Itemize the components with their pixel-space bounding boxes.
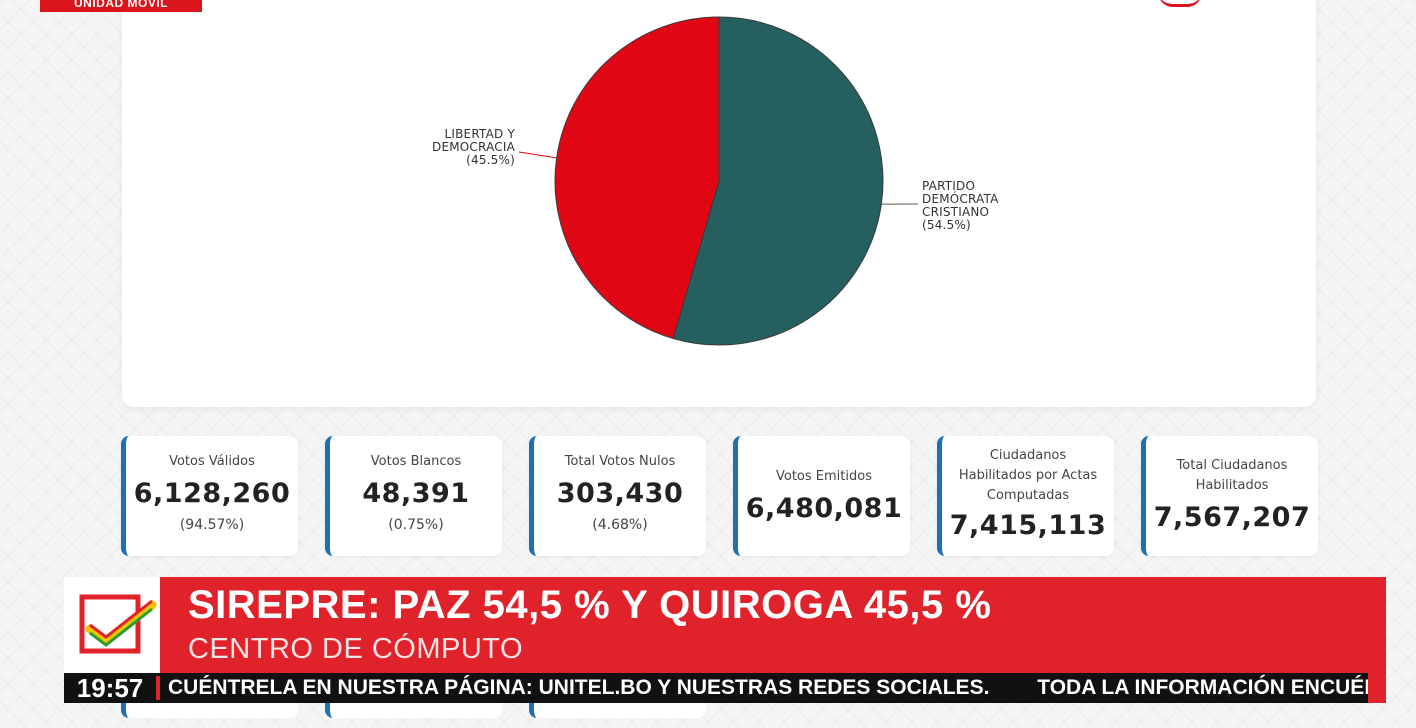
stat-label: Total Votos Nulos — [564, 454, 676, 469]
ticker-clock: 19:57 — [64, 673, 156, 703]
stat-label: Votos Válidos — [169, 454, 255, 469]
checkbox-frame — [79, 594, 141, 654]
pie-leader-line — [518, 151, 557, 159]
headline: SIREPRE: PAZ 54,5 % Y QUIROGA 45,5 % — [188, 583, 992, 627]
channel-logo-fragment — [1158, 0, 1202, 7]
stat-value: 6,480,081 — [745, 493, 903, 524]
stat-percent: (4.68%) — [592, 517, 648, 533]
lower-third-band: SIREPRE: PAZ 54,5 % Y QUIROGA 45,5 % CEN… — [160, 577, 1386, 673]
stat-card-votos-validos: Votos Válidos 6,128,260 (94.57%) — [121, 436, 298, 556]
stat-label-line: Habilitados — [1195, 478, 1269, 493]
stat-card-votos-emitidos: Votos Emitidos 6,480,081 — [733, 436, 910, 556]
stat-card-votos-blancos: Votos Blancos 48,391 (0.75%) — [325, 436, 502, 556]
unidad-movil-badge: UNIDAD MÓVIL — [40, 0, 202, 12]
stat-percent: (94.57%) — [179, 517, 245, 533]
ticker-crawl: CUÉNTRELA EN NUESTRA PÁGINA: UNITEL.BO Y… — [168, 673, 1368, 703]
stat-label: Votos Blancos — [370, 454, 462, 469]
news-lower-third: SIREPRE: PAZ 54,5 % Y QUIROGA 45,5 % CEN… — [64, 577, 1386, 673]
pie-slice-label: LIBERTAD Y DEMOCRACIA (45.5%) — [432, 127, 516, 167]
stat-card-ciudadanos-habilitados-actas: Ciudadanos Habilitados por Actas Computa… — [937, 436, 1114, 556]
stat-label: Total Ciudadanos Habilitados — [1146, 456, 1318, 496]
pie-slice-label: PARTIDO DEMÓCRATA CRISTIANO (54.5%) — [922, 179, 999, 232]
checkbox-check-icon — [79, 594, 157, 654]
stat-label: Ciudadanos Habilitados por Actas Computa… — [942, 446, 1114, 506]
headline-subtitle: CENTRO DE CÓMPUTO — [188, 633, 524, 665]
stat-label: Votos Emitidos — [776, 469, 872, 484]
stat-label-line: Habilitados por Actas — [958, 468, 1098, 483]
pie-label-line: LIBERTAD Y — [445, 127, 516, 141]
pie-label-line: DEMOCRACIA — [432, 140, 516, 154]
pie-slice — [554, 16, 720, 340]
stat-value: 303,430 — [556, 478, 684, 509]
check-stroke-red — [89, 599, 153, 639]
stat-label-line: Computadas — [986, 488, 1070, 503]
stat-percent: (0.75%) — [388, 517, 444, 533]
ticker-end-cap — [1368, 673, 1386, 703]
pie-label-line: DEMÓCRATA — [922, 191, 999, 206]
news-ticker: 19:57 CUÉNTRELA EN NUESTRA PÁGINA: UNITE… — [64, 673, 1386, 703]
check-stroke-green — [89, 607, 153, 647]
stat-card-total-ciudadanos: Total Ciudadanos Habilitados 7,567,207 — [1141, 436, 1318, 556]
check-stroke-yellow — [85, 600, 157, 646]
pie-label-line: (54.5%) — [922, 218, 971, 232]
ticker-item: CUÉNTRELA EN NUESTRA PÁGINA: UNITEL.BO Y… — [168, 676, 990, 699]
stat-label-line: Ciudadanos — [989, 448, 1067, 463]
stat-value: 48,391 — [362, 478, 470, 509]
stat-value: 7,415,113 — [949, 510, 1107, 541]
stat-value: 6,128,260 — [133, 478, 291, 509]
stat-value: 7,567,207 — [1153, 502, 1311, 533]
ticker-separator — [156, 676, 160, 700]
results-chart-card: PARTIDO DEMÓCRATA CRISTIANO (54.5%) LIBERTAD… — [122, 0, 1316, 407]
lower-third-icon-box — [64, 577, 160, 673]
ticker-item: TODA LA INFORMACIÓN ENCUÉNTRELA EN NUES — [1037, 676, 1368, 699]
stat-label-line: Total Ciudadanos — [1176, 458, 1288, 473]
pie-label-line: PARTIDO — [922, 179, 975, 193]
pie-label-line: (45.5%) — [466, 153, 515, 167]
pie-label-line: CRISTIANO — [922, 205, 989, 219]
pie-chart: PARTIDO DEMÓCRATA CRISTIANO (54.5%) LIBERTAD… — [432, 16, 999, 346]
pie-slice — [672, 16, 884, 346]
stat-card-votos-nulos: Total Votos Nulos 303,430 (4.68%) — [529, 436, 706, 556]
